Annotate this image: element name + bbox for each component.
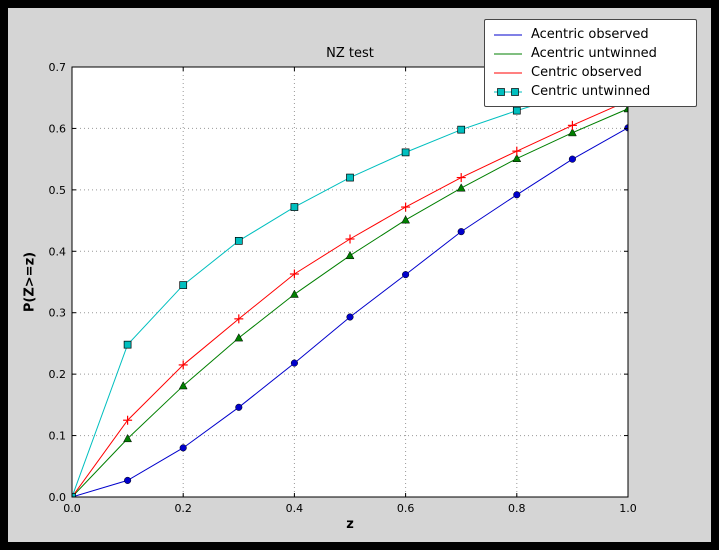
tick-labels: 0.0 0.2 0.4 0.6 0.8 1.0 0.0 0.1 0.2 0.3 0.4 0.5 0.6 0… [49, 61, 637, 515]
axes-background [72, 67, 628, 497]
legend: Acentric observed Acentric untwinned Centr… [484, 19, 697, 107]
legend-label: Centric untwinned [531, 84, 651, 99]
legend-line-sample [494, 53, 522, 54]
legend-entry: Acentric untwinned [493, 45, 686, 62]
svg-text:0.2: 0.2 [174, 502, 192, 515]
svg-text:0.4: 0.4 [49, 245, 67, 258]
svg-text:0.7: 0.7 [49, 61, 67, 74]
svg-text:0.6: 0.6 [49, 122, 67, 135]
svg-text:0.0: 0.0 [49, 491, 67, 504]
legend-line-sample [494, 72, 522, 73]
legend-entry: Acentric observed [493, 26, 686, 43]
legend-entry: Centric untwinned [493, 83, 686, 100]
svg-text:0.3: 0.3 [49, 307, 67, 320]
series-plus [72, 96, 628, 497]
legend-line-sample [494, 87, 522, 96]
legend-label: Acentric untwinned [531, 46, 657, 61]
svg-text:0.5: 0.5 [49, 184, 67, 197]
svg-text:1.0: 1.0 [619, 502, 637, 515]
svg-text:0.6: 0.6 [397, 502, 415, 515]
legend-line-sample [494, 34, 522, 35]
series-triangle [72, 104, 628, 497]
svg-text:0.2: 0.2 [49, 368, 67, 381]
legend-entry: Centric observed [493, 64, 686, 81]
grid-lines [72, 67, 628, 497]
x-axis-label: z [346, 517, 354, 532]
series-circle [72, 124, 628, 497]
svg-text:0.0: 0.0 [63, 502, 81, 515]
axes-frame [71, 66, 629, 498]
y-axis-label: P(Z>=z) [22, 251, 38, 313]
legend-label: Centric observed [531, 65, 642, 80]
svg-text:0.1: 0.1 [49, 430, 67, 443]
legend-label: Acentric observed [531, 27, 649, 42]
svg-text:0.4: 0.4 [286, 502, 304, 515]
plot-title: NZ test [326, 46, 374, 61]
svg-text:0.8: 0.8 [508, 502, 526, 515]
